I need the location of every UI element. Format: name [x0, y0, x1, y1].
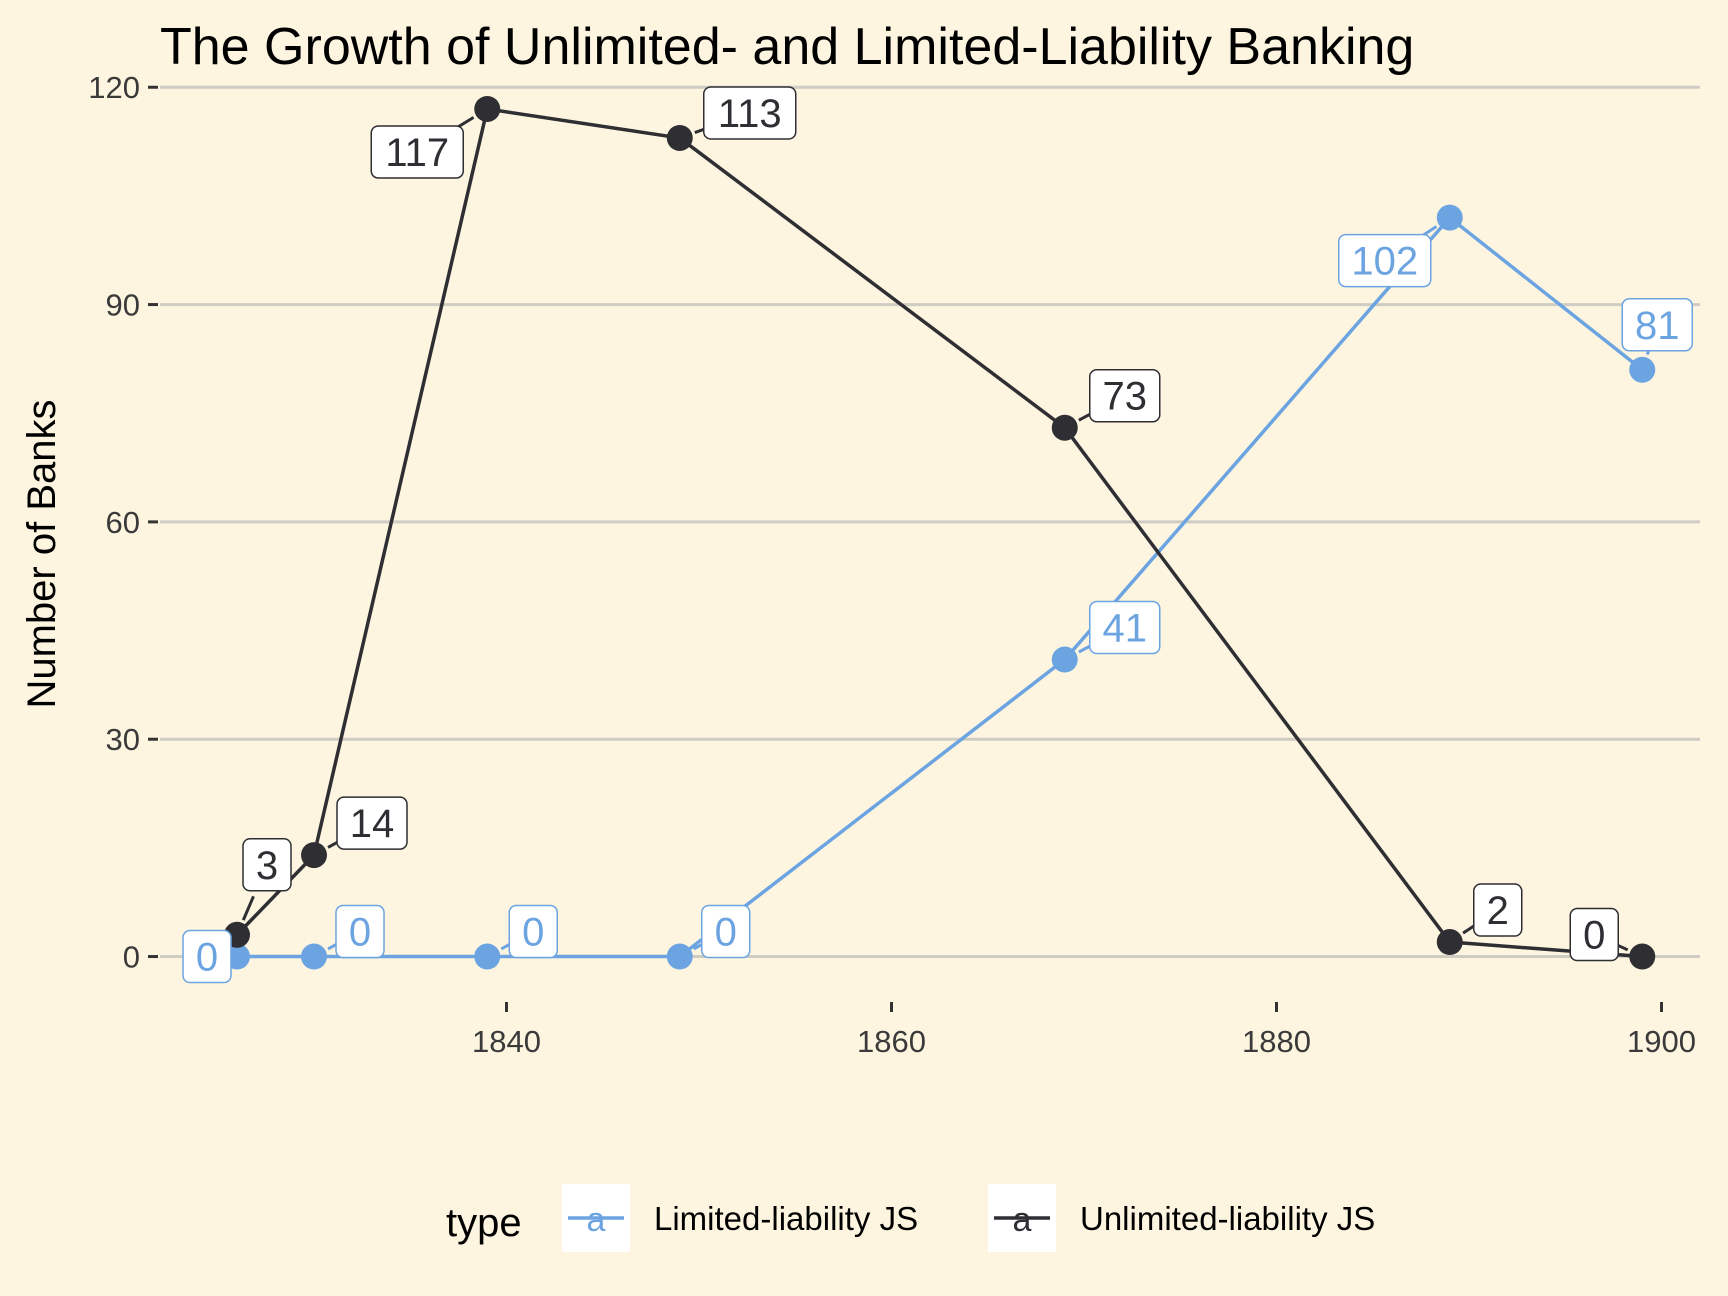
data-label-text: 0 — [715, 911, 737, 955]
data-label-text: 41 — [1103, 607, 1148, 651]
data-label-text: 117 — [385, 131, 449, 175]
data-label-limited-liability-js-1869: 41 — [1078, 600, 1161, 655]
data-labels: 0 0 0 0 41 102 81 3 14 117 113 73 2 0 — [182, 86, 1693, 984]
data-label-text: 0 — [1583, 914, 1605, 958]
data-label-unlimited-liability-js-1839: 117 — [370, 116, 475, 179]
data-point-limited-liability-js-1830 — [301, 943, 327, 970]
legend-label: Limited-liability JS — [654, 1200, 918, 1237]
data-label-box — [1089, 600, 1161, 655]
y-axis-title: Number of Banks — [20, 399, 64, 708]
data-label-box — [703, 86, 797, 140]
legend-item-limited-liability-js: a Limited-liability JS — [562, 1184, 918, 1252]
data-point-unlimited-liability-js-1849 — [666, 124, 693, 151]
legend-key-glyph: a — [1013, 1201, 1032, 1239]
gridlines — [160, 85, 1700, 959]
data-point-unlimited-liability-js-1889 — [1436, 929, 1463, 956]
data-label-box — [335, 904, 385, 959]
data-label-box — [242, 838, 292, 892]
data-label-unlimited-liability-js-1826: 3 — [241, 838, 292, 921]
legend-item-unlimited-liability-js: a Unlimited-liability JS — [988, 1184, 1375, 1252]
data-label-box — [1569, 907, 1619, 962]
data-point-limited-liability-js-1869 — [1051, 646, 1078, 673]
legend: type a Limited-liability JS a Unlimited-lia… — [446, 1184, 1375, 1252]
chart-title: The Growth of Unlimited- and Limited-Lia… — [160, 18, 1414, 76]
y-tick-label-120: 120 — [88, 70, 140, 105]
y-tick-label-0: 0 — [123, 940, 140, 975]
data-label-leader — [241, 895, 255, 921]
data-label-box — [1089, 368, 1161, 423]
data-label-text: 81 — [1635, 304, 1680, 348]
data-label-limited-liability-js-1839: 0 — [500, 904, 558, 959]
series — [224, 95, 1656, 970]
y-tick-label-30: 30 — [106, 722, 140, 757]
data-label-text: 73 — [1103, 375, 1148, 419]
y-tick-label-90: 90 — [106, 288, 140, 323]
data-label-limited-liability-js-1899: 81 — [1621, 298, 1693, 356]
data-label-text: 0 — [349, 911, 371, 955]
data-label-limited-liability-js-1826: 0 — [182, 929, 232, 984]
data-label-box — [182, 929, 232, 984]
data-point-limited-liability-js-1849 — [666, 943, 693, 970]
data-label-text: 2 — [1487, 889, 1509, 933]
data-label-unlimited-liability-js-1889: 2 — [1462, 883, 1523, 937]
legend-title: type — [446, 1201, 522, 1245]
data-label-unlimited-liability-js-1869: 73 — [1078, 368, 1161, 423]
data-point-limited-liability-js-1899 — [1629, 356, 1656, 383]
data-label-box — [1473, 883, 1523, 937]
data-label-text: 0 — [196, 936, 218, 980]
data-label-text: 14 — [350, 802, 395, 846]
x-tick-label-1900: 1900 — [1627, 1024, 1696, 1059]
data-label-text: 113 — [718, 92, 782, 136]
data-label-box — [508, 904, 558, 959]
data-label-text: 3 — [256, 844, 278, 888]
data-point-limited-liability-js-1889 — [1436, 204, 1463, 231]
y-tick-label-60: 60 — [106, 505, 140, 540]
data-point-unlimited-liability-js-1869 — [1051, 414, 1078, 441]
data-label-box — [370, 125, 464, 179]
data-label-text: 102 — [1351, 240, 1418, 284]
data-point-unlimited-liability-js-1899 — [1629, 943, 1656, 970]
legend-key-glyph: a — [587, 1201, 606, 1239]
data-label-limited-liability-js-1889: 102 — [1338, 225, 1438, 288]
data-label-box — [701, 904, 751, 959]
data-label-box — [1338, 233, 1432, 288]
data-label-text: 0 — [522, 911, 544, 955]
data-point-unlimited-liability-js-1839 — [474, 95, 501, 122]
data-point-limited-liability-js-1839 — [474, 943, 501, 970]
x-tick-label-1840: 1840 — [472, 1024, 541, 1059]
data-label-unlimited-liability-js-1849: 113 — [694, 86, 797, 140]
data-label-limited-liability-js-1849: 0 — [693, 904, 751, 959]
data-label-unlimited-liability-js-1830: 14 — [327, 796, 408, 850]
legend-label: Unlimited-liability JS — [1080, 1200, 1375, 1237]
data-label-unlimited-liability-js-1899: 0 — [1569, 907, 1629, 962]
data-label-limited-liability-js-1830: 0 — [327, 904, 385, 959]
x-tick-label-1880: 1880 — [1242, 1024, 1311, 1059]
x-tick-label-1860: 1860 — [857, 1024, 926, 1059]
data-label-box — [1621, 298, 1693, 352]
data-point-unlimited-liability-js-1830 — [301, 842, 327, 869]
data-label-box — [336, 796, 408, 850]
